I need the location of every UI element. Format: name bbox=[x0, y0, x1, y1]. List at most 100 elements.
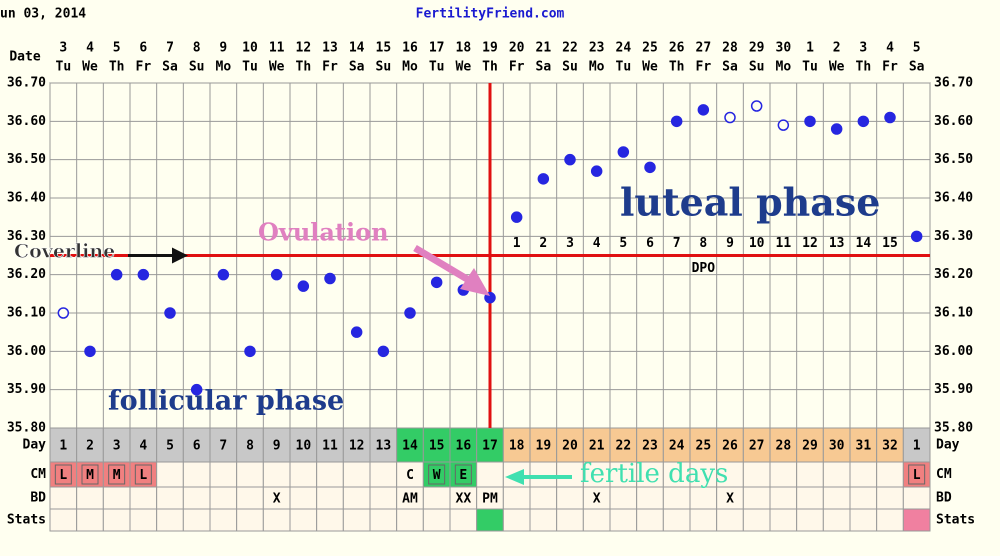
date-label: 9 bbox=[219, 41, 227, 56]
stats-cell bbox=[396, 508, 424, 532]
day-value: 8 bbox=[246, 439, 254, 454]
dpo-number: 1 bbox=[513, 236, 521, 251]
bd-cell bbox=[209, 486, 238, 510]
bd-value: PM bbox=[482, 492, 498, 507]
stats-cell bbox=[822, 508, 851, 532]
ovulation-arrowhead bbox=[460, 268, 490, 296]
stats-cell bbox=[902, 508, 931, 532]
bd-cell bbox=[822, 486, 851, 510]
weekday-label: Su bbox=[189, 60, 205, 75]
y2-tick-label: 36.30 bbox=[934, 229, 973, 244]
y2-tick-label: 36.70 bbox=[934, 76, 973, 91]
y2-tick-label: 36.50 bbox=[934, 152, 973, 167]
y-tick-label: 36.10 bbox=[7, 306, 46, 321]
temperature-point bbox=[537, 173, 550, 185]
weekday-label: Fr bbox=[509, 60, 525, 75]
stats-cell bbox=[156, 508, 184, 532]
date-label: Date bbox=[9, 50, 40, 65]
bd-cell bbox=[182, 486, 211, 510]
bd-cell bbox=[529, 486, 558, 510]
cm-label-right: CM bbox=[936, 467, 952, 482]
date-label: 4 bbox=[86, 41, 94, 56]
stats-cell bbox=[769, 508, 798, 532]
bd-cell bbox=[556, 486, 584, 510]
dpo-number: 15 bbox=[882, 236, 898, 251]
day-value: 20 bbox=[562, 439, 578, 454]
cm-value: M bbox=[113, 468, 121, 483]
day-cell bbox=[689, 427, 718, 463]
weekday-label: We bbox=[829, 60, 845, 75]
weekday-label: Mo bbox=[216, 60, 232, 75]
weekday-label: Sa bbox=[909, 60, 925, 75]
stats-cell bbox=[716, 508, 744, 532]
y2-tick-label: 36.00 bbox=[934, 344, 973, 359]
cm-cell bbox=[182, 461, 211, 488]
stats-cell bbox=[742, 508, 771, 532]
weekday-label: Mo bbox=[402, 60, 418, 75]
dpo-number: 2 bbox=[539, 236, 547, 251]
stats-cell bbox=[449, 508, 478, 532]
stats-cell bbox=[262, 508, 291, 532]
bd-cell bbox=[76, 486, 104, 510]
y2-tick-label: 36.10 bbox=[934, 306, 973, 321]
day-value: 22 bbox=[616, 439, 632, 454]
temperature-point bbox=[910, 230, 923, 243]
date-label: 29 bbox=[749, 41, 765, 56]
y-tick-label: 36.40 bbox=[7, 191, 46, 206]
cm-value: L bbox=[913, 468, 921, 483]
cm-value: M bbox=[86, 468, 94, 483]
bd-cell bbox=[502, 486, 531, 510]
temperature-point bbox=[670, 115, 683, 128]
cm-cell bbox=[742, 461, 771, 488]
fertile-label: fertile days bbox=[580, 459, 728, 489]
cm-cell bbox=[342, 461, 371, 488]
day-value: 15 bbox=[429, 439, 445, 454]
ovulation-label: Ovulation bbox=[258, 218, 389, 247]
day-cell bbox=[209, 427, 238, 463]
cm-value: L bbox=[59, 468, 67, 483]
date-label: 1 bbox=[806, 41, 814, 56]
bd-value: X bbox=[726, 492, 734, 507]
bd-label-right: BD bbox=[936, 491, 952, 506]
stats-cell bbox=[422, 508, 451, 532]
day-value: 27 bbox=[749, 439, 765, 454]
bd-cell bbox=[342, 486, 371, 510]
cm-value: W bbox=[433, 468, 441, 483]
weekday-label: Th bbox=[296, 60, 312, 75]
bd-cell bbox=[636, 486, 664, 510]
temperature-point bbox=[777, 119, 790, 131]
day-value: 10 bbox=[296, 439, 312, 454]
stats-cell bbox=[236, 508, 264, 532]
cm-cell bbox=[289, 461, 318, 488]
date-label: 17 bbox=[429, 41, 445, 56]
date-label: 4 bbox=[886, 41, 894, 56]
day-value: 2 bbox=[86, 439, 94, 454]
temperature-point bbox=[644, 161, 656, 174]
dpo-number: 5 bbox=[619, 236, 627, 251]
day-value: 24 bbox=[669, 439, 685, 454]
day-value: 6 bbox=[193, 439, 201, 454]
temperature-point bbox=[137, 268, 150, 281]
bd-cell bbox=[316, 486, 344, 510]
day-value: 28 bbox=[776, 439, 792, 454]
weekday-label: Mo bbox=[776, 60, 792, 75]
date-label: 7 bbox=[166, 41, 174, 56]
bd-cell bbox=[102, 486, 131, 510]
dpo-label: DPO bbox=[692, 261, 716, 276]
bd-cell bbox=[769, 486, 798, 510]
day-cell bbox=[49, 427, 78, 463]
y2-tick-label: 35.80 bbox=[934, 421, 973, 436]
temperature-point bbox=[804, 115, 816, 128]
day-value: 14 bbox=[402, 439, 418, 454]
date-label: 25 bbox=[642, 41, 658, 56]
day-cell bbox=[716, 427, 744, 463]
weekday-label: We bbox=[642, 60, 658, 75]
temperature-point bbox=[164, 307, 176, 319]
stats-cell bbox=[662, 508, 691, 532]
day-value: 26 bbox=[722, 439, 738, 454]
weekday-label: Fr bbox=[696, 60, 712, 75]
stats-cell bbox=[129, 508, 158, 532]
stats-cell bbox=[49, 508, 78, 532]
bd-cell bbox=[689, 486, 718, 510]
temperature-point bbox=[110, 268, 123, 281]
